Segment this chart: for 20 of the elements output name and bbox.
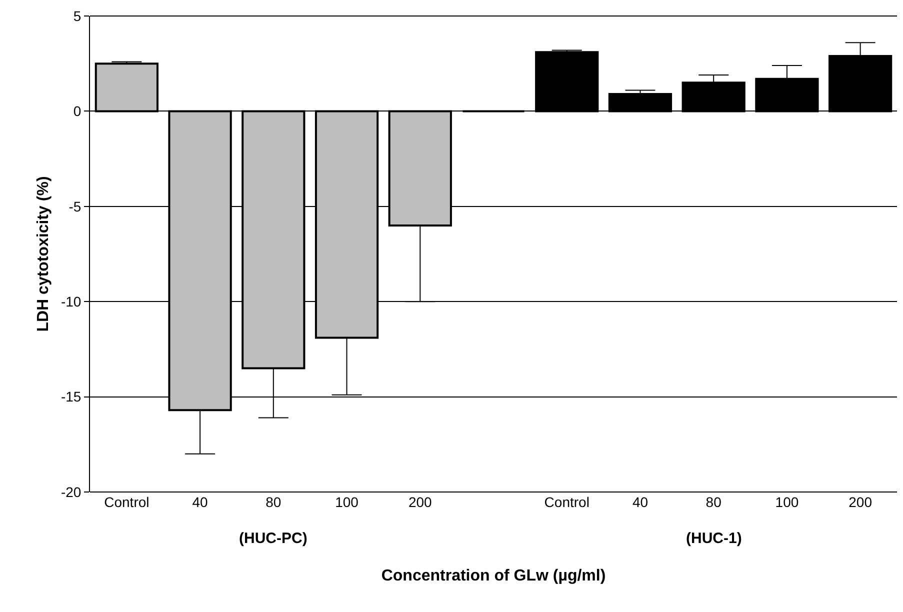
x-tick-label: 100 — [335, 494, 359, 510]
x-axis-title: Concentration of GLw (µg/ml) — [381, 568, 606, 585]
y-tick-label: -10 — [60, 294, 82, 310]
x-tick-label: Control — [104, 494, 150, 510]
x-tick-label: 80 — [266, 494, 282, 510]
x-tick-label: 80 — [706, 494, 722, 510]
x-tick-label: 200 — [848, 494, 872, 510]
y-axis-title: LDH cytotoxicity (%) — [35, 176, 52, 332]
x-tick-label: 40 — [632, 494, 648, 510]
x-tick-label: 100 — [775, 494, 799, 510]
x-tick-label: Control — [544, 494, 590, 510]
x-tick-label: 40 — [192, 494, 208, 510]
y-tick-label: -20 — [60, 484, 82, 500]
text: (HUC-1) — [686, 530, 742, 547]
y-tick-label: -5 — [68, 198, 82, 214]
text: (HUC-PC) — [239, 530, 308, 547]
x-tick-label: 200 — [408, 494, 432, 510]
y-tick-label: 5 — [73, 8, 82, 24]
y-tick-label: 0 — [73, 103, 82, 120]
y-tick-label: -15 — [60, 388, 82, 405]
